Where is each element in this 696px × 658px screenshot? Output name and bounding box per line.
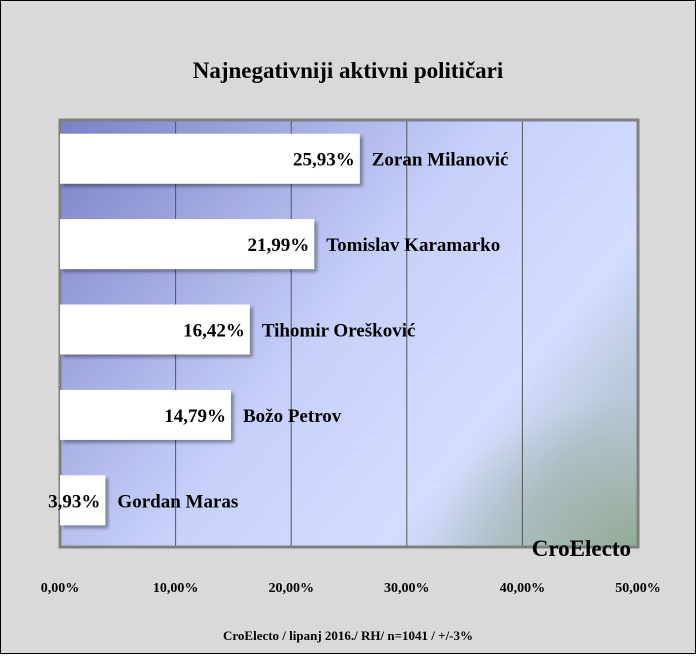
bars: 25,93% Zoran Milanović 21,99% Tomislav Kara… bbox=[48, 133, 509, 526]
x-tick-label: 0,00% bbox=[41, 581, 80, 596]
bar bbox=[60, 389, 231, 440]
bar bbox=[60, 304, 250, 355]
x-tick-label: 40,00% bbox=[500, 581, 546, 596]
bar-category-label: Zoran Milanović bbox=[372, 150, 509, 171]
x-axis-ticks: 0,00% 10,00% 20,00% 30,00% 40,00% 50,00% bbox=[41, 581, 661, 596]
chart-footnote: CroElecto / lipanj 2016./ RH/ n=1041 / +… bbox=[223, 628, 473, 643]
x-tick-label: 10,00% bbox=[153, 581, 199, 596]
x-tick-label: 20,00% bbox=[268, 581, 314, 596]
bar-value-label: 14,79% bbox=[164, 406, 226, 427]
plot-area bbox=[60, 120, 638, 547]
watermark-logo: CroElecto bbox=[532, 536, 631, 561]
bar bbox=[60, 133, 360, 184]
x-tick-label: 30,00% bbox=[384, 581, 430, 596]
bar-category-label: Gordan Maras bbox=[117, 491, 238, 512]
chart-title: Najnegativniji aktivni političari bbox=[193, 58, 504, 83]
x-tick-label: 50,00% bbox=[615, 581, 661, 596]
bar-value-label: 16,42% bbox=[183, 321, 245, 342]
bar-value-label: 3,93% bbox=[48, 491, 100, 512]
bar-value-label: 21,99% bbox=[247, 235, 309, 256]
bar-category-label: Tihomir Orešković bbox=[262, 321, 416, 342]
bar-category-label: Božo Petrov bbox=[243, 406, 342, 427]
bar bbox=[60, 219, 315, 270]
bar-category-label: Tomislav Karamarko bbox=[326, 235, 500, 256]
bar-value-label: 25,93% bbox=[293, 150, 355, 171]
bar bbox=[60, 475, 106, 526]
